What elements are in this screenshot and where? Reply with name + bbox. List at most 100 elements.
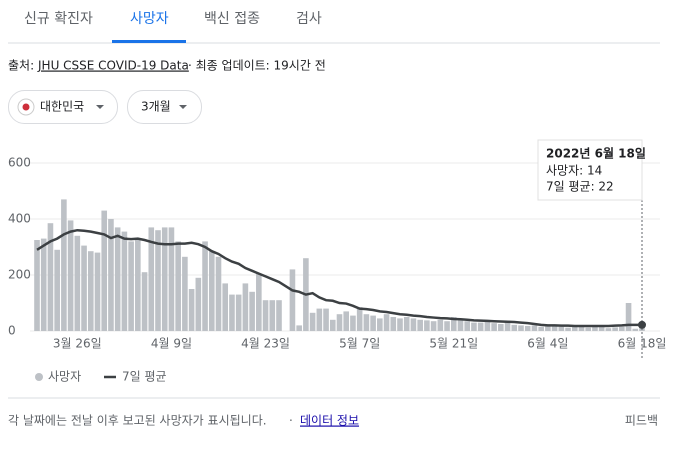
bar (632, 328, 639, 331)
bar (565, 327, 571, 331)
footer-link[interactable]: 데이터 정보 (300, 414, 359, 428)
bar (397, 318, 403, 331)
legend-swatch (35, 373, 43, 381)
bar (370, 315, 376, 331)
bar (242, 283, 249, 331)
legend-label: 사망자 (48, 370, 81, 384)
x-tick-label: 5월 21일 (429, 337, 478, 351)
bar (558, 326, 565, 331)
bar (464, 321, 471, 331)
flag-mark (22, 103, 30, 111)
bar (350, 315, 356, 331)
bar (625, 303, 632, 331)
source-link[interactable]: JHU CSSE COVID-19 Data (37, 59, 189, 73)
bar (430, 321, 437, 331)
tab[interactable]: 백신 접종 (204, 11, 260, 27)
footer-note: 각 날짜에는 전날 이후 보고된 사망자가 표시됩니다. (8, 414, 267, 428)
x-tick-label: 6월 18일 (618, 337, 667, 351)
bar (269, 300, 276, 331)
bar (336, 314, 343, 331)
bar (182, 256, 188, 331)
bar (329, 319, 336, 331)
range-select[interactable] (127, 90, 202, 124)
bar (47, 223, 54, 331)
bar (101, 210, 108, 331)
bar (262, 300, 269, 331)
bar (504, 322, 511, 331)
bar (61, 199, 67, 331)
bar (410, 318, 417, 331)
bar (249, 291, 255, 331)
bar (276, 300, 282, 331)
bar (491, 323, 497, 331)
bar (538, 326, 544, 331)
y-tick-label: 200 (8, 268, 31, 282)
dropdown-arrow (179, 105, 187, 109)
bar (289, 269, 296, 331)
bar (195, 277, 202, 331)
bar (155, 230, 161, 331)
bar (612, 327, 618, 331)
bar (54, 249, 60, 331)
bar (518, 325, 524, 331)
bar (202, 241, 208, 331)
bar (511, 324, 518, 331)
bar (619, 326, 625, 331)
bar (383, 314, 390, 331)
tab-indicator (112, 40, 186, 43)
feedback[interactable]: 피드백 (625, 414, 658, 428)
x-tick-label: 4월 9일 (151, 337, 192, 351)
x-tick-label: 5월 7일 (339, 337, 380, 351)
bar (598, 327, 605, 331)
bar (498, 324, 504, 331)
bar (316, 308, 323, 331)
bar (592, 325, 598, 331)
dropdown-arrow (96, 105, 104, 109)
bar (108, 219, 114, 331)
tooltip-line: 7일 평균: 22 (546, 180, 614, 194)
tab[interactable]: 검사 (296, 11, 322, 27)
country-select[interactable] (8, 90, 118, 124)
bar (229, 294, 235, 331)
bar (437, 319, 444, 331)
bar (578, 326, 585, 331)
bar (128, 241, 134, 331)
bar (356, 307, 363, 331)
bar (256, 273, 262, 331)
tab[interactable]: 신규 확진자 (24, 11, 93, 27)
bar (403, 317, 410, 331)
bar (135, 238, 141, 331)
range-label: 3개월 (141, 100, 171, 114)
bar (34, 240, 40, 331)
bar (417, 319, 423, 331)
tooltip-date: 2022년 6월 18일 (546, 146, 646, 161)
x-tick-label: 3월 26일 (53, 337, 102, 351)
bar (605, 328, 612, 331)
bar (571, 325, 578, 331)
bar (390, 317, 397, 331)
tooltip-box (537, 139, 643, 201)
y-tick-label: 400 (8, 212, 31, 226)
bar (450, 317, 457, 331)
bar (222, 283, 229, 331)
bar (531, 325, 538, 331)
bar (148, 227, 155, 331)
bar (477, 322, 484, 331)
bar (524, 325, 531, 331)
bar (235, 294, 242, 331)
legend-label: 7일 평균 (122, 370, 167, 384)
bar (424, 320, 430, 331)
bar (457, 319, 464, 331)
y-tick-label: 0 (8, 324, 16, 338)
bar (471, 322, 477, 331)
bar (161, 227, 168, 331)
bar (40, 238, 47, 331)
y-tick-label: 600 (8, 156, 31, 170)
bar (188, 289, 195, 331)
bar (168, 227, 175, 331)
update-text: · 최종 업데이트: 19시간 전 (188, 59, 326, 73)
tab-selected[interactable]: 사망자 (130, 11, 169, 27)
bar (484, 322, 491, 331)
bar (114, 227, 121, 331)
